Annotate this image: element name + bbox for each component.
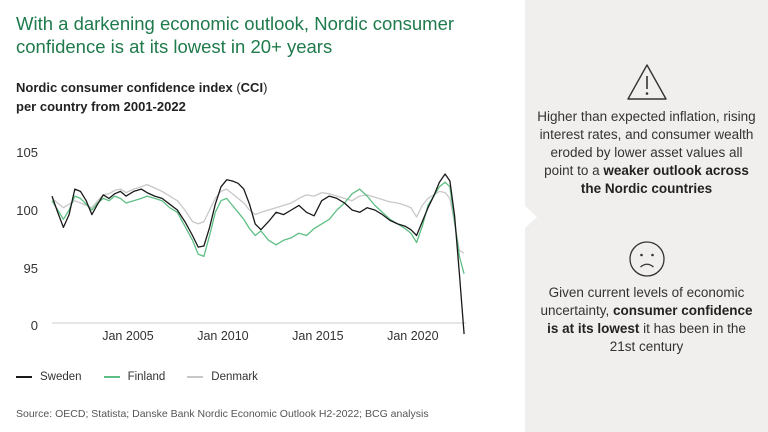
- insight-text-outlook-plain: Higher than expected inflation, rising i…: [537, 109, 756, 178]
- insight-text-outlook: Higher than expected inflation, rising i…: [537, 108, 756, 198]
- legend-label-finland: Finland: [127, 371, 166, 383]
- legend-item-denmark: Denmark: [187, 371, 258, 383]
- series-line-sweden: [51, 173, 465, 335]
- subtitle-abbr: CCI: [240, 80, 264, 95]
- source-note: Source: OECD; Statista; Danske Bank Nord…: [16, 408, 429, 420]
- panel-notch: [525, 206, 537, 228]
- y-tick-label-100: 100: [16, 203, 38, 218]
- x-tick-label-2005: Jan 2005: [102, 329, 153, 343]
- y-tick-label-0: 0: [31, 318, 38, 333]
- legend-swatch-finland: [103, 376, 120, 378]
- x-tick-label-2020: Jan 2020: [387, 329, 438, 343]
- page-title: With a darkening economic outlook, Nordi…: [16, 13, 455, 57]
- chart-legend: Sweden Finland Denmark: [16, 371, 280, 383]
- insight-text-outlook-bold: weaker outlook across the Nordic countri…: [580, 163, 749, 196]
- chart-subtitle: Nordic consumer confidence index (CCI) p…: [16, 78, 376, 116]
- legend-label-denmark: Denmark: [211, 371, 258, 383]
- subtitle-period: per country from 2001-2022: [16, 99, 186, 114]
- insight-panel: Higher than expected inflation, rising i…: [525, 0, 768, 432]
- sad-face-icon: [629, 241, 665, 277]
- x-tick-label-2010: Jan 2010: [197, 329, 248, 343]
- legend-item-sweden: Sweden: [16, 371, 82, 383]
- insight-text-confidence-bold: consumer confidence is at its lowest: [547, 303, 753, 336]
- subtitle-paren-open: (: [232, 80, 241, 95]
- legend-swatch-sweden: [16, 376, 32, 378]
- legend-swatch-denmark: [187, 376, 204, 378]
- legend-item-finland: Finland: [103, 371, 166, 383]
- x-axis-labels: Jan 2005 Jan 2010 Jan 2015 Jan 2020: [102, 329, 438, 343]
- y-axis-labels: 105 100 95 0: [16, 145, 38, 333]
- y-tick-label-105: 105: [16, 145, 38, 160]
- y-tick-label-95: 95: [24, 261, 38, 276]
- series-lines: [51, 173, 465, 335]
- insight-text-confidence-start: Given current levels of economic uncerta…: [540, 285, 745, 318]
- subtitle-paren-close: ): [263, 80, 268, 95]
- x-tick-label-2015: Jan 2015: [292, 329, 343, 343]
- subtitle-main: Nordic consumer confidence index: [16, 80, 233, 95]
- series-line-denmark: [51, 183, 465, 254]
- insight-text-confidence: Given current levels of economic uncerta…: [537, 284, 756, 356]
- warning-triangle-icon: [627, 64, 667, 100]
- legend-label-sweden: Sweden: [40, 371, 82, 383]
- series-line-finland: [51, 181, 465, 274]
- insight-text-confidence-end: it has been in the 21st century: [609, 321, 746, 354]
